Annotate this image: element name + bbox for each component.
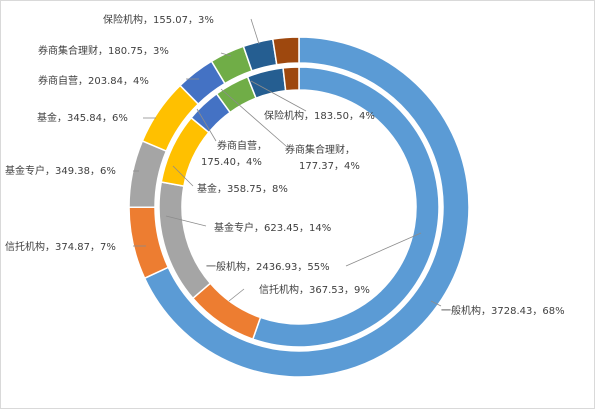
label-outer-insurance: 保险机构，155.07，3%: [103, 13, 214, 26]
leader-lines: [133, 18, 442, 307]
leader-line-outer-insurance: [250, 18, 260, 45]
label-inner-broker-prop-line1: 券商自营，: [217, 139, 267, 152]
label-inner-insurance: 保险机构，183.50，4%: [264, 109, 375, 122]
outer-slice-0: [143, 36, 470, 378]
label-outer-broker-collective: 券商集合理财，180.75，3%: [38, 44, 169, 57]
inner-slice-7: [282, 66, 300, 92]
label-inner-general: 一般机构，2436.93，55%: [206, 260, 330, 273]
leader-line-outer-broker-collective: [220, 52, 232, 57]
label-outer-general: 一般机构，3728.43，68%: [441, 304, 565, 317]
label-outer-trust: 信托机构，374.87，7%: [5, 240, 116, 253]
label-outer-fund: 基金，345.84，6%: [37, 111, 128, 124]
leader-line-inner-trust: [228, 288, 245, 302]
label-inner-broker-prop-line2: 175.40，4%: [201, 157, 262, 168]
label-inner-fund: 基金，358.75，8%: [197, 182, 288, 195]
outer-slice-7: [271, 36, 300, 66]
leader-line-inner-general: [345, 232, 422, 267]
data-labels: 一般机构，3728.43，68% 信托机构，374.87，7% 基金专户，349…: [5, 13, 565, 317]
leader-line-inner-insurance: [250, 80, 307, 112]
label-inner-broker-collective-line2: 177.37，4%: [299, 161, 360, 172]
leader-line-outer-general: [430, 300, 442, 307]
leader-line-inner-broker-collective: [220, 88, 287, 147]
label-inner-broker-collective-line1: 券商集合理财，: [285, 143, 355, 156]
leader-line-inner-broker-prop: [196, 108, 217, 142]
label-outer-broker-prop: 券商自营，203.84，4%: [38, 74, 149, 87]
label-outer-fund-account: 基金专户，349.38，6%: [5, 164, 116, 177]
label-inner-fund-account: 基金专户，623.45，14%: [214, 221, 331, 234]
rings-group: [128, 36, 470, 378]
leader-line-inner-fund-account: [165, 215, 207, 227]
label-inner-trust: 信托机构，367.53，9%: [259, 283, 370, 296]
leader-line-inner-fund: [172, 165, 194, 187]
